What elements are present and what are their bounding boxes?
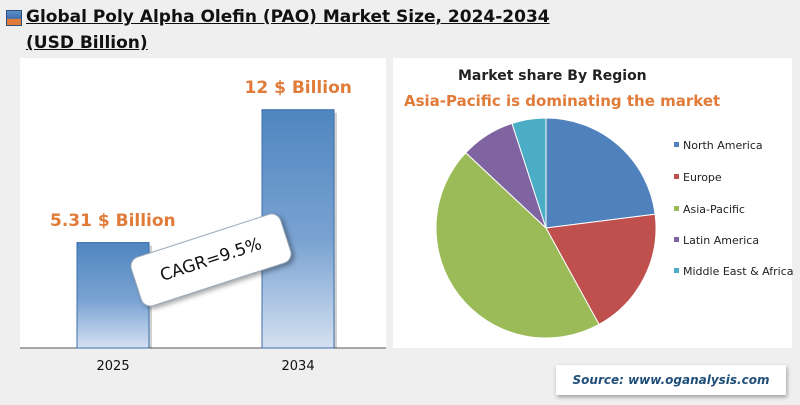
pie-subtitle: Asia-Pacific is dominating the market [404,92,721,110]
legend-label: Latin America [683,234,760,247]
x-tick-label-2034: 2034 [281,359,315,374]
legend-swatch [674,206,679,211]
legend-swatch [674,237,679,242]
source-text: Source: www.oganalysis.com [572,373,770,387]
pie-title: Market share By Region [458,68,647,84]
legend-label: North America [683,139,763,152]
legend-label: Europe [683,171,722,184]
bar-data-label-2025: 5.31 $ Billion [50,210,176,231]
legend-label: Middle East & Africa [683,265,794,278]
chart-title: Global Poly Alpha Olefin (PAO) Market Si… [26,7,550,53]
legend-swatch [674,268,679,273]
legend-item-north-america: North America [674,138,798,153]
source-box: Source: www.oganalysis.com [556,365,786,395]
legend-label: Asia-Pacific [683,203,745,216]
legend-item-middle-east-africa: Middle East & Africa [674,264,798,279]
legend-item-asia-pacific: Asia-Pacific [674,202,798,217]
chart-icon [6,10,22,26]
legend-swatch [674,174,679,179]
bar-chart-panel [20,58,386,348]
x-tick-label-2025: 2025 [96,359,130,374]
title-block: Global Poly Alpha Olefin (PAO) Market Si… [6,4,566,56]
bar-data-label-2034: 12 $ Billion [244,77,352,98]
legend-item-europe: Europe [674,170,798,185]
legend-item-latin-america: Latin America [674,233,798,248]
legend-swatch [674,142,679,147]
